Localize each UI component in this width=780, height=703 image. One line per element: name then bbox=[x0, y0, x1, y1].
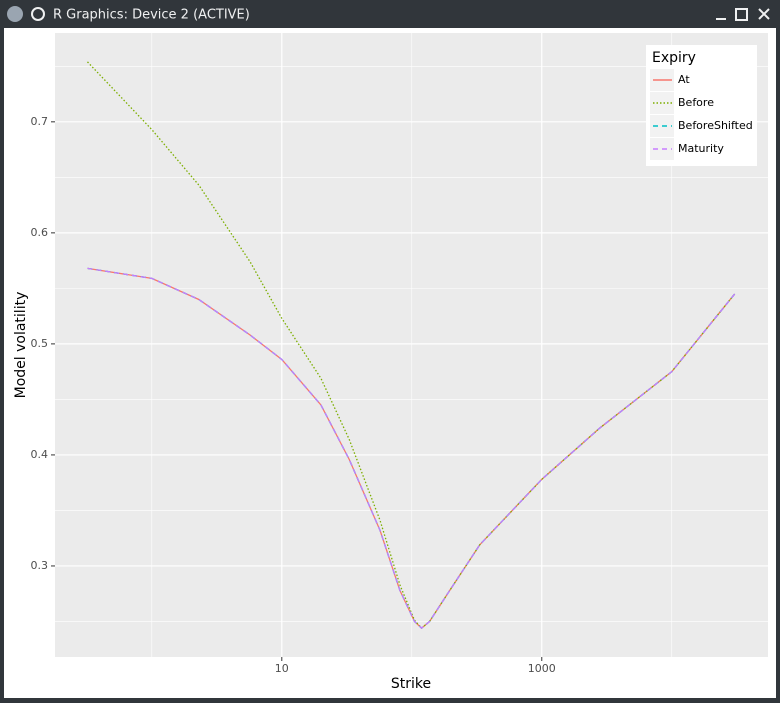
legend-label: BeforeShifted bbox=[678, 119, 753, 132]
x-axis-title: Strike bbox=[391, 676, 431, 692]
legend-key bbox=[650, 92, 674, 114]
pin-button[interactable] bbox=[31, 7, 45, 21]
x-tick-label: 10 bbox=[275, 662, 289, 675]
y-tick-label: 0.3 bbox=[31, 559, 49, 572]
close-button[interactable] bbox=[758, 8, 770, 20]
y-tick-label: 0.6 bbox=[31, 226, 49, 239]
minimize-button[interactable] bbox=[711, 5, 731, 23]
y-tick-label: 0.4 bbox=[31, 448, 49, 461]
y-axis-title: Model volatility bbox=[13, 292, 29, 399]
series-line bbox=[87, 267, 736, 629]
legend-label: At bbox=[678, 73, 690, 86]
x-tick-label: 1000 bbox=[528, 662, 556, 675]
maximize-button[interactable] bbox=[735, 8, 748, 21]
series-line bbox=[87, 61, 736, 630]
legend-label: Maturity bbox=[678, 142, 724, 155]
legend-title: Expiry bbox=[652, 50, 696, 66]
window-title: R Graphics: Device 2 (ACTIVE) bbox=[53, 8, 250, 23]
legend-label: Before bbox=[678, 96, 714, 109]
app-icon bbox=[7, 6, 23, 22]
y-tick-label: 0.5 bbox=[31, 337, 49, 350]
y-tick-label: 0.7 bbox=[31, 115, 49, 128]
